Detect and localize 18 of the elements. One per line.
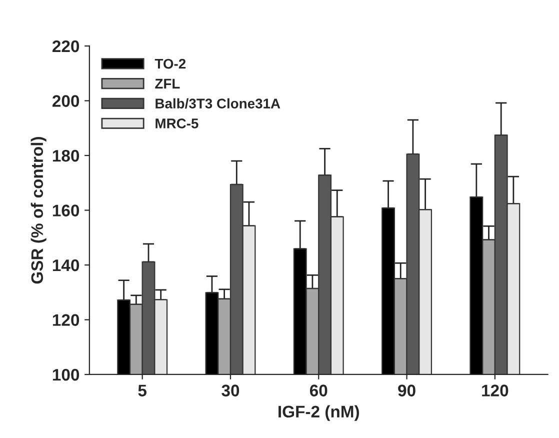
y-tick-label: 180 [52, 150, 80, 162]
x-tick-label: 5 [138, 384, 146, 396]
legend-label: MRC-5 [156, 118, 198, 128]
y-tick-label: 160 [52, 204, 80, 216]
y-axis-title: GSR (% of control) [30, 136, 46, 284]
x-tick-label: 30 [222, 384, 240, 396]
legend-label: ZFL [155, 78, 180, 88]
x-tick-label: 60 [310, 384, 328, 396]
y-tick-label: 220 [52, 40, 80, 52]
x-tick-label: 120 [482, 384, 508, 396]
y-tick-label: 120 [52, 314, 80, 326]
y-tick-label: 140 [52, 259, 80, 272]
legend-label: TO-2 [154, 58, 186, 69]
x-axis-title: IGF-2 (nM) [278, 405, 359, 421]
legend-label: Balb/3T3 Clone31A [156, 98, 280, 109]
y-tick-label: 200 [52, 95, 80, 107]
x-tick-label: 90 [398, 384, 416, 396]
y-tick-label: 100 [52, 368, 80, 381]
